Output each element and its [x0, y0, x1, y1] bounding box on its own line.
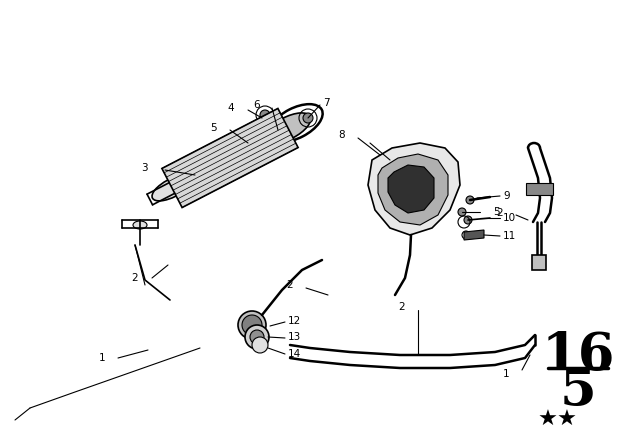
Text: ★★: ★★: [538, 410, 578, 430]
Circle shape: [260, 110, 270, 120]
Polygon shape: [526, 183, 553, 195]
Text: 10: 10: [503, 213, 516, 223]
Text: 3: 3: [141, 163, 148, 173]
Polygon shape: [368, 143, 460, 235]
Text: 12: 12: [288, 316, 301, 326]
Circle shape: [458, 208, 466, 216]
Circle shape: [274, 126, 282, 134]
Circle shape: [466, 196, 474, 204]
Circle shape: [245, 325, 269, 349]
Text: 11: 11: [503, 231, 516, 241]
Circle shape: [250, 330, 264, 344]
Text: 9: 9: [503, 191, 509, 201]
Text: 14: 14: [288, 349, 301, 359]
Polygon shape: [162, 108, 298, 207]
Circle shape: [242, 315, 262, 335]
Text: 2: 2: [398, 302, 405, 312]
Text: 5: 5: [211, 123, 217, 133]
Text: 2: 2: [497, 208, 503, 218]
Circle shape: [464, 216, 472, 224]
Text: 4: 4: [227, 103, 234, 113]
Polygon shape: [464, 230, 484, 240]
Text: 1: 1: [502, 369, 509, 379]
Text: 6: 6: [253, 100, 260, 110]
Text: 16: 16: [541, 329, 615, 380]
Circle shape: [252, 337, 268, 353]
Text: 13: 13: [288, 332, 301, 342]
Polygon shape: [388, 165, 434, 213]
Circle shape: [303, 113, 313, 123]
Polygon shape: [378, 154, 448, 225]
Polygon shape: [532, 255, 546, 270]
Ellipse shape: [152, 175, 192, 201]
Text: 2: 2: [286, 280, 293, 290]
Text: 2: 2: [131, 273, 138, 283]
Text: 8: 8: [339, 130, 345, 140]
Ellipse shape: [265, 113, 311, 143]
Circle shape: [238, 311, 266, 339]
Ellipse shape: [133, 221, 147, 229]
Text: 5: 5: [559, 365, 596, 415]
Text: 5: 5: [493, 207, 500, 217]
Text: 1: 1: [99, 353, 105, 363]
Text: 7: 7: [323, 98, 330, 108]
